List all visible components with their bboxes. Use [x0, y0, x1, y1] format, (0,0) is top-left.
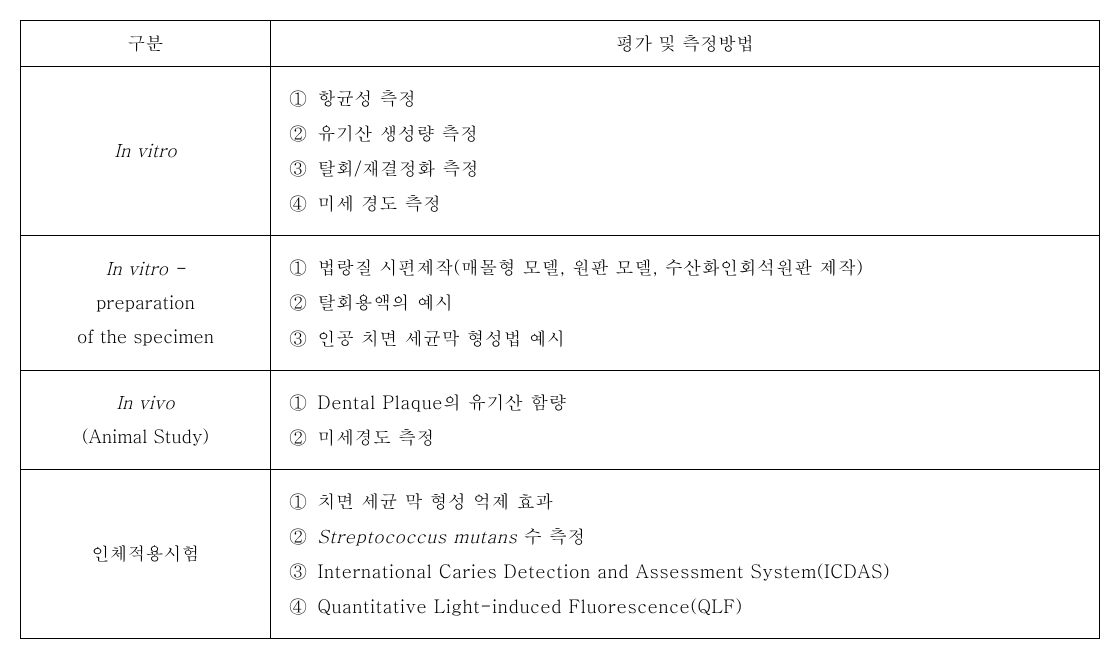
circled-number-icon: ② [289, 420, 311, 455]
method-text: 법랑질 시편제작(매몰형 모델, 원판 모델, 수산화인회석원판 제작) [311, 255, 864, 280]
category-line: preparation [21, 286, 270, 320]
circled-number-icon: ② [289, 116, 311, 151]
table-body: In vitro① 항균성 측정② 유기산 생성량 측정③ 탈회/재결정화 측정… [21, 67, 1100, 639]
method-text: 미세 경도 측정 [311, 191, 441, 216]
circled-number-icon: ① [289, 484, 311, 519]
circled-number-icon: ④ [289, 186, 311, 221]
method-text: Quantitative Light-induced Fluorescence(… [311, 594, 743, 619]
category-line: 인체적용시험 [21, 537, 270, 571]
category-line: (Animal Study) [21, 420, 270, 454]
method-text: 탈회용액의 예시 [311, 290, 454, 315]
category-line: In vitro - [21, 252, 270, 286]
circled-number-icon: ③ [289, 554, 311, 589]
row-methods-cell: ① 법랑질 시편제작(매몰형 모델, 원판 모델, 수산화인회석원판 제작)② … [271, 236, 1100, 370]
row-methods-cell: ① 항균성 측정② 유기산 생성량 측정③ 탈회/재결정화 측정④ 미세 경도 … [271, 67, 1100, 236]
circled-number-icon: ① [289, 81, 311, 116]
method-item: ② 미세경도 측정 [289, 420, 1083, 455]
method-item: ① 치면 세균 막 형성 억제 효과 [289, 484, 1083, 519]
header-left: 구분 [21, 21, 271, 67]
method-text: Streptococcus mutans 수 측정 [311, 524, 586, 549]
table-header-row: 구분 평가 및 측정방법 [21, 21, 1100, 67]
method-item: ③ International Caries Detection and Ass… [289, 554, 1083, 589]
method-item: ④ Quantitative Light-induced Fluorescenc… [289, 589, 1083, 624]
method-item: ① 항균성 측정 [289, 81, 1083, 116]
method-item: ③ 인공 치면 세균막 형성법 예시 [289, 321, 1083, 356]
circled-number-icon: ① [289, 385, 311, 420]
category-line: In vivo [21, 386, 270, 420]
circled-number-icon: ① [289, 250, 311, 285]
table-row: In vitro① 항균성 측정② 유기산 생성량 측정③ 탈회/재결정화 측정… [21, 67, 1100, 236]
row-category-cell: In vitro [21, 67, 271, 236]
method-text: 항균성 측정 [311, 86, 417, 111]
circled-number-icon: ② [289, 285, 311, 320]
method-text: Dental Plaque의 유기산 함량 [311, 390, 567, 415]
circled-number-icon: ④ [289, 589, 311, 624]
method-item: ① Dental Plaque의 유기산 함량 [289, 385, 1083, 420]
row-methods-cell: ① 치면 세균 막 형성 억제 효과② Streptococcus mutans… [271, 469, 1100, 638]
method-item: ② Streptococcus mutans 수 측정 [289, 519, 1083, 554]
category-line: of the specimen [21, 320, 270, 354]
circled-number-icon: ② [289, 519, 311, 554]
table-row: In vitro -preparationof the specimen① 법랑… [21, 236, 1100, 370]
method-item: ② 유기산 생성량 측정 [289, 116, 1083, 151]
italic-text: Streptococcus mutans [318, 524, 524, 549]
method-text: 탈회/재결정화 측정 [311, 156, 479, 181]
table-row: 인체적용시험① 치면 세균 막 형성 억제 효과② Streptococcus … [21, 469, 1100, 638]
circled-number-icon: ③ [289, 151, 311, 186]
method-text: 미세경도 측정 [311, 425, 435, 450]
table-row: In vivo(Animal Study) ① Dental Plaque의 유기… [21, 370, 1100, 469]
method-text: 치면 세균 막 형성 억제 효과 [311, 489, 553, 514]
evaluation-methods-table: 구분 평가 및 측정방법 In vitro① 항균성 측정② 유기산 생성량 측… [20, 20, 1100, 639]
row-category-cell: 인체적용시험 [21, 469, 271, 638]
method-text: International Caries Detection and Asses… [311, 559, 890, 584]
circled-number-icon: ③ [289, 321, 311, 356]
category-line: In vitro [21, 134, 270, 168]
method-text: 유기산 생성량 측정 [311, 121, 478, 146]
method-text: 인공 치면 세균막 형성법 예시 [311, 326, 565, 351]
method-item: ④ 미세 경도 측정 [289, 186, 1083, 221]
method-item: ① 법랑질 시편제작(매몰형 모델, 원판 모델, 수산화인회석원판 제작) [289, 250, 1083, 285]
row-category-cell: In vivo(Animal Study) [21, 370, 271, 469]
method-item: ③ 탈회/재결정화 측정 [289, 151, 1083, 186]
method-item: ② 탈회용액의 예시 [289, 285, 1083, 320]
header-right: 평가 및 측정방법 [271, 21, 1100, 67]
row-methods-cell: ① Dental Plaque의 유기산 함량② 미세경도 측정 [271, 370, 1100, 469]
row-category-cell: In vitro -preparationof the specimen [21, 236, 271, 370]
